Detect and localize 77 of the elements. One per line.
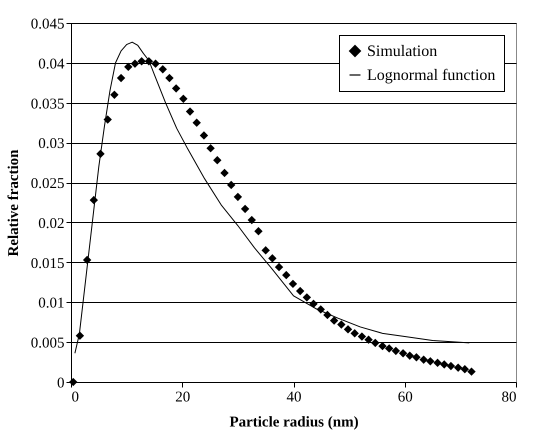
y-tick-label: 0.035 — [30, 96, 64, 112]
point — [440, 360, 448, 369]
point — [296, 286, 304, 296]
point — [460, 365, 470, 374]
point — [110, 90, 119, 99]
point — [392, 346, 400, 356]
point — [344, 325, 352, 334]
y-tick-label: 0.015 — [30, 256, 64, 272]
point — [130, 60, 140, 68]
point — [309, 300, 318, 308]
x-tick-label: 0 — [72, 390, 79, 406]
y-tick-label: 0.02 — [38, 216, 64, 232]
point — [227, 180, 236, 190]
x-tick-label: 60 — [398, 390, 413, 406]
point — [151, 60, 160, 68]
y-tick-label: 0.04 — [38, 56, 65, 72]
point — [358, 332, 366, 341]
point — [446, 362, 456, 370]
point — [124, 62, 132, 72]
point — [282, 270, 290, 280]
y-axis-title: Relative fraction — [6, 148, 22, 257]
point — [406, 351, 414, 360]
x-tick-label: 80 — [502, 390, 516, 406]
point — [240, 204, 250, 214]
point — [274, 262, 284, 272]
point — [302, 293, 312, 302]
point — [364, 336, 373, 344]
point — [384, 344, 394, 353]
point — [158, 65, 167, 74]
x-axis-title: Particle radius (nm) — [229, 414, 359, 430]
point — [398, 349, 408, 358]
point — [337, 320, 346, 329]
y-tick-label: 0.025 — [30, 176, 64, 192]
point — [330, 316, 338, 325]
point — [234, 192, 242, 202]
point — [426, 357, 435, 366]
point — [454, 363, 462, 372]
point — [179, 94, 188, 103]
point — [433, 358, 442, 368]
point — [90, 196, 98, 204]
point — [206, 144, 215, 152]
point — [165, 74, 174, 82]
y-tick-label: 0 — [57, 376, 64, 392]
point — [76, 332, 84, 340]
point — [96, 150, 105, 158]
point — [371, 338, 380, 348]
point — [144, 57, 154, 66]
point — [268, 254, 277, 263]
point — [192, 118, 201, 127]
point — [378, 342, 387, 350]
x-tick-label: 40 — [286, 390, 302, 406]
y-tick-label: 0.005 — [30, 336, 64, 352]
point — [200, 131, 208, 140]
y-tick-label: 0.045 — [30, 16, 64, 32]
legend-label: Lognormal function — [367, 67, 496, 84]
point — [288, 280, 298, 288]
point — [82, 256, 92, 264]
point — [186, 107, 194, 116]
point — [116, 74, 126, 82]
point — [248, 216, 256, 224]
point — [220, 168, 229, 178]
y-tick-label: 0.03 — [38, 136, 64, 152]
point — [172, 84, 180, 93]
point — [467, 367, 476, 376]
point — [316, 305, 325, 314]
legend-label: Simulation — [367, 43, 438, 60]
point — [254, 227, 263, 236]
point — [419, 355, 428, 364]
point — [350, 329, 359, 338]
point — [104, 115, 112, 124]
point — [412, 353, 421, 362]
x-tick-label: 20 — [175, 390, 190, 406]
point — [323, 310, 332, 320]
point — [137, 57, 146, 66]
point — [262, 246, 270, 255]
y-tick-label: 0.01 — [38, 296, 64, 312]
point — [213, 156, 222, 164]
